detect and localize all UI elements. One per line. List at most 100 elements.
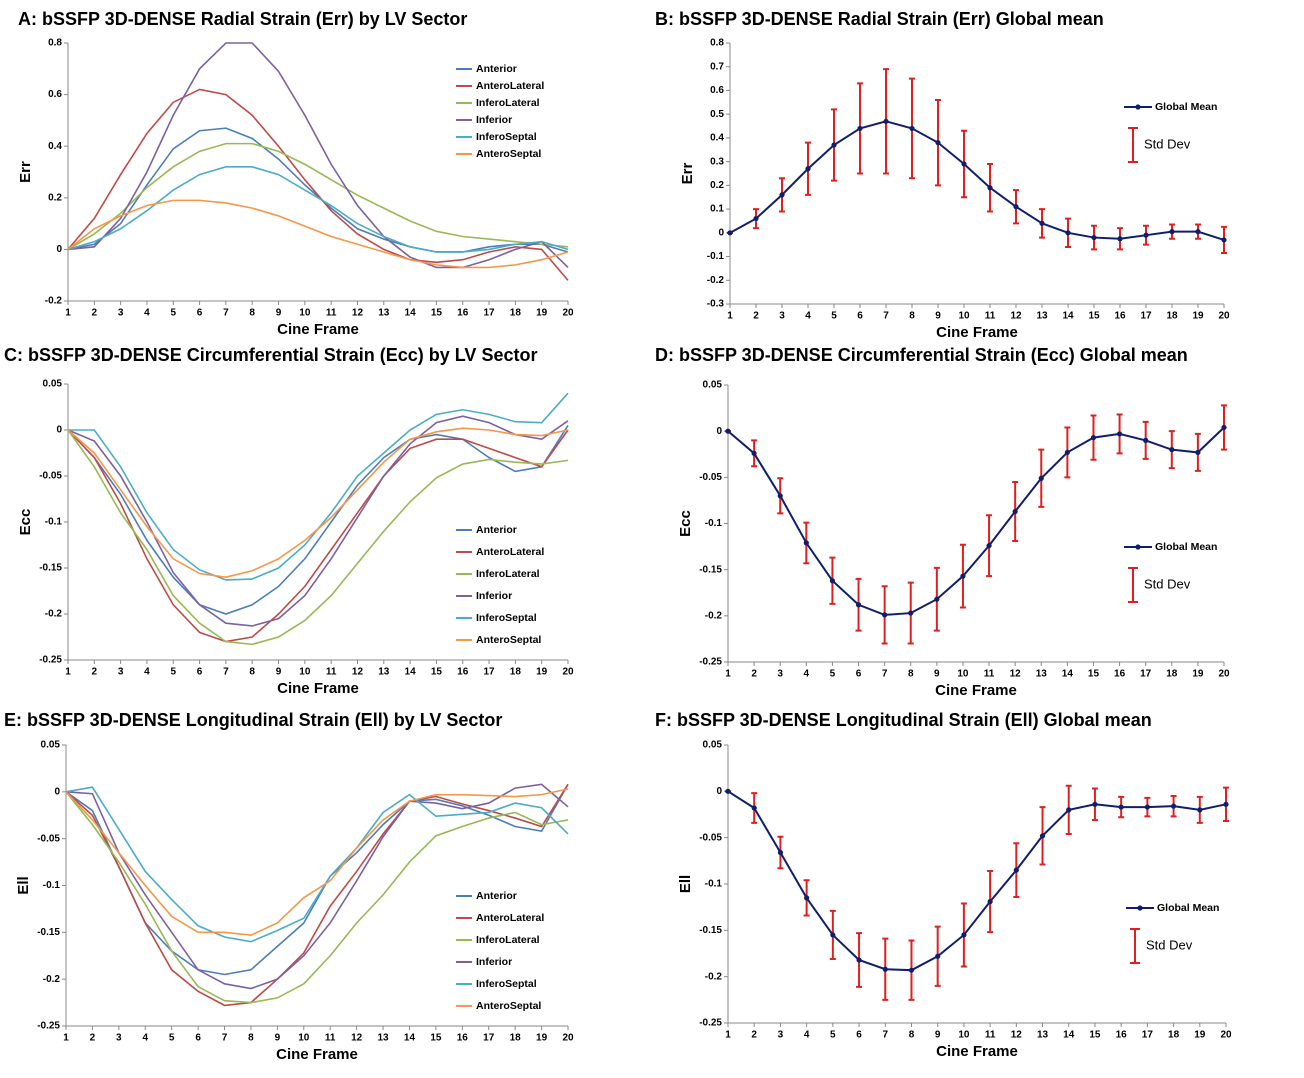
mean-marker [908, 610, 914, 616]
series-line [67, 166, 569, 253]
x-tick-label: 20 [1218, 311, 1230, 322]
x-tick-label: 19 [1192, 669, 1204, 680]
x-tick-label: 19 [536, 308, 548, 319]
x-tick-label: 18 [510, 1033, 522, 1044]
x-tick-label: 12 [352, 667, 364, 678]
x-tick-label: 13 [1036, 669, 1048, 680]
chart-title: E: bSSFP 3D-DENSE Longitudinal Strain (E… [4, 710, 502, 730]
x-tick-label: 15 [1089, 1030, 1101, 1041]
y-tick-label: 0.2 [710, 180, 724, 191]
mean-marker [1090, 435, 1097, 441]
y-tick-label: -0.1 [707, 251, 725, 262]
mean-marker [1038, 475, 1044, 481]
x-tick-label: 12 [351, 1033, 363, 1044]
x-tick-label: 12 [352, 308, 364, 319]
mean-marker [727, 230, 733, 236]
x-tick-label: 6 [195, 1033, 201, 1044]
legend-label: AnteroLateral [476, 912, 544, 924]
x-tick-label: 5 [170, 308, 176, 319]
x-tick-label: 9 [935, 311, 941, 322]
x-tick-label: 1 [63, 1033, 69, 1044]
x-tick-label: 2 [751, 1030, 757, 1041]
mean-marker [777, 849, 784, 856]
x-tick-label: 11 [326, 308, 337, 319]
x-tick-label: 14 [405, 667, 417, 678]
legend-label: InferoSeptal [476, 131, 537, 143]
y-tick-label: -0.05 [39, 471, 62, 482]
mean-marker [1143, 232, 1149, 238]
x-tick-label: 1 [65, 667, 71, 678]
x-tick-label: 14 [1062, 311, 1074, 322]
x-tick-label: 16 [457, 667, 469, 678]
mean-marker [779, 192, 785, 198]
y-tick-label: -0.15 [39, 563, 62, 574]
y-tick-label: -0.2 [45, 296, 63, 307]
x-tick-label: 7 [222, 1033, 228, 1044]
mean-marker [961, 161, 967, 167]
x-tick-label: 7 [882, 1030, 888, 1041]
mean-marker [804, 895, 810, 901]
x-tick-label: 18 [1166, 311, 1178, 322]
x-tick-label: 12 [1011, 1030, 1023, 1041]
x-tick-label: 14 [1063, 1030, 1075, 1041]
y-tick-label: -0.1 [43, 880, 61, 891]
legend-error-swatch [1130, 928, 1140, 964]
x-tick-label: 13 [377, 1033, 389, 1044]
series-line [67, 88, 569, 281]
x-tick-label: 10 [299, 308, 311, 319]
y-tick-label: 0.7 [710, 61, 724, 72]
mean-line [727, 790, 1227, 972]
y-tick-label: 0.05 [703, 740, 723, 751]
mean-marker [1065, 230, 1071, 236]
x-tick-label: 3 [116, 1033, 122, 1044]
y-tick-label: -0.05 [37, 833, 60, 844]
y-tick-label: 0.05 [703, 380, 723, 391]
legend-label: InferoSeptal [476, 978, 537, 990]
mean-marker [1221, 237, 1227, 243]
x-tick-label: 18 [510, 308, 522, 319]
x-tick-label: 17 [483, 308, 495, 319]
x-axis-label: Cine Frame [936, 1043, 1018, 1060]
x-tick-label: 12 [1010, 311, 1022, 322]
x-tick-label: 17 [1142, 1030, 1154, 1041]
x-tick-label: 7 [882, 669, 888, 680]
x-tick-label: 9 [934, 669, 940, 680]
x-tick-label: 16 [1114, 311, 1126, 322]
mean-marker [857, 125, 863, 132]
x-tick-label: 11 [325, 1033, 336, 1044]
mean-line [727, 426, 1225, 616]
mean-marker [909, 125, 915, 132]
x-tick-label: 6 [197, 308, 203, 319]
mean-marker [1012, 508, 1018, 515]
legend-label: AnteroLateral [476, 546, 544, 558]
x-tick-label: 1 [65, 308, 71, 319]
x-tick-label: 10 [299, 667, 311, 678]
y-tick-label: 0 [56, 425, 62, 436]
x-axis-label: Cine Frame [277, 321, 359, 338]
y-tick-label: 0.6 [710, 85, 724, 96]
y-tick-label: -0.25 [39, 655, 62, 666]
y-tick-label: 0.8 [710, 38, 724, 49]
series-line [65, 783, 569, 990]
x-tick-label: 4 [804, 669, 810, 680]
mean-marker [1169, 229, 1175, 235]
x-tick-label: 8 [909, 311, 915, 322]
mean-marker [1066, 807, 1072, 813]
legend-label: InferoLateral [476, 568, 540, 580]
x-tick-label: 9 [935, 1030, 941, 1041]
mean-marker [830, 932, 836, 938]
mean-marker [1197, 807, 1203, 813]
mean-marker [1195, 229, 1201, 235]
x-tick-label: 20 [562, 1033, 574, 1044]
x-tick-label: 9 [276, 667, 282, 678]
x-tick-label: 19 [1192, 311, 1204, 322]
mean-marker [725, 428, 731, 434]
x-tick-label: 12 [1010, 669, 1022, 680]
x-tick-label: 2 [90, 1033, 96, 1044]
series-line [65, 791, 569, 1004]
y-axis-label: Ecc [17, 509, 34, 536]
y-tick-label: -0.1 [45, 517, 63, 528]
x-tick-label: 15 [431, 308, 443, 319]
legend-label: Inferior [476, 590, 512, 602]
legend-label: AnteroSeptal [476, 634, 541, 646]
